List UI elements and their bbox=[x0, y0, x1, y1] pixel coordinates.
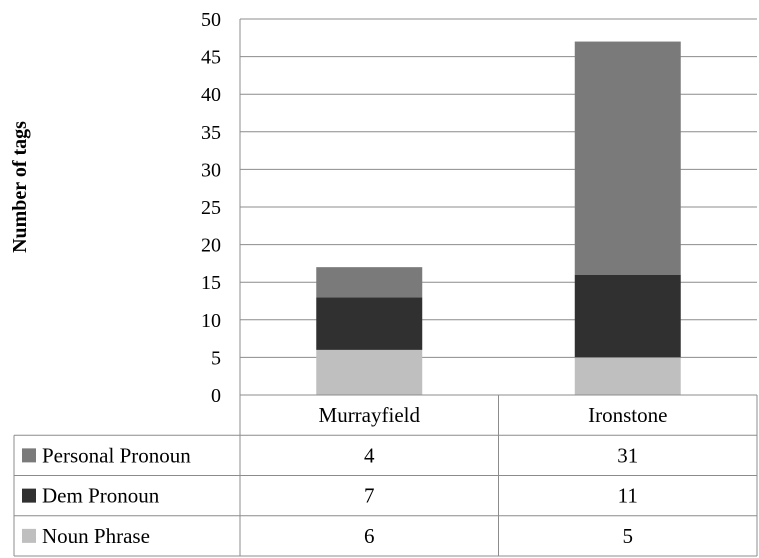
legend-swatch bbox=[22, 448, 36, 463]
bar-noun-phrase-murrayfield bbox=[316, 349, 423, 395]
category-label: Murrayfield bbox=[319, 403, 421, 427]
y-tick-label: 40 bbox=[201, 84, 221, 106]
legend-swatch bbox=[22, 528, 36, 543]
bars bbox=[316, 41, 681, 395]
y-axis-label: Number of tags bbox=[9, 121, 31, 253]
table-cell-value: 6 bbox=[364, 524, 375, 548]
table-cell-value: 4 bbox=[364, 443, 375, 467]
table-cell-value: 31 bbox=[617, 443, 638, 467]
y-tick-labels: 0 5 10 15 20 25 30 35 40 45 50 bbox=[201, 9, 221, 407]
bar-dem-pronoun-murrayfield bbox=[316, 297, 423, 350]
y-tick-label: 15 bbox=[201, 272, 221, 294]
bar-personal-pronoun-ironstone bbox=[574, 41, 681, 275]
table-cell-value: 5 bbox=[623, 524, 634, 548]
data-table: Murrayfield Ironstone Personal Pronoun 4 31 D… bbox=[13, 394, 758, 557]
table-cell-value: 7 bbox=[364, 484, 375, 508]
table-cell-value: 11 bbox=[618, 484, 638, 508]
legend-label: Noun Phrase bbox=[42, 524, 150, 548]
bar-noun-phrase-ironstone bbox=[574, 357, 681, 395]
y-tick-label: 20 bbox=[201, 235, 221, 257]
y-tick-label: 50 bbox=[201, 9, 221, 31]
bar-personal-pronoun-murrayfield bbox=[316, 267, 423, 298]
legend-swatch bbox=[22, 488, 36, 503]
y-tick-label: 30 bbox=[201, 159, 221, 181]
y-tick-label: 5 bbox=[211, 347, 221, 369]
y-tick-label: 45 bbox=[201, 47, 221, 69]
bar-dem-pronoun-ironstone bbox=[574, 274, 681, 358]
legend-label: Personal Pronoun bbox=[42, 443, 191, 467]
category-label: Ironstone bbox=[588, 403, 667, 427]
y-tick-label: 0 bbox=[211, 385, 221, 407]
legend-label: Dem Pronoun bbox=[42, 484, 160, 508]
y-tick-label: 10 bbox=[201, 310, 221, 332]
y-tick-label: 35 bbox=[201, 122, 221, 144]
y-tick-label: 25 bbox=[201, 197, 221, 219]
